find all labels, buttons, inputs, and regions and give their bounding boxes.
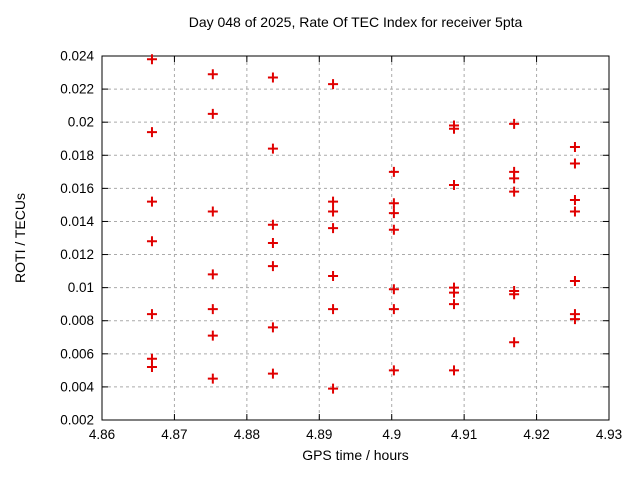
- data-point-marker: [569, 206, 580, 217]
- x-tick-label: 4.86: [89, 427, 115, 442]
- data-point-marker: [569, 142, 580, 152]
- data-point-marker: [328, 271, 339, 282]
- data-point-marker: [146, 362, 157, 373]
- data-point-marker: [449, 299, 460, 310]
- data-point-marker: [267, 143, 278, 154]
- data-point-marker: [388, 365, 399, 376]
- data-point-marker: [267, 368, 278, 379]
- data-point-marker: [509, 186, 520, 197]
- data-point-marker: [388, 304, 399, 315]
- y-tick-label: 0.022: [60, 82, 94, 97]
- x-tick-label: 4.9: [382, 427, 401, 442]
- x-tick-label: 4.93: [596, 427, 622, 442]
- y-tick-label: 0.014: [60, 214, 94, 229]
- data-point-marker: [328, 206, 339, 217]
- data-point-marker: [509, 337, 520, 348]
- data-point-marker: [449, 365, 460, 376]
- data-point-marker: [146, 196, 157, 207]
- plot-border: [101, 55, 610, 421]
- data-point-marker: [267, 237, 278, 248]
- data-point-marker: [207, 69, 218, 80]
- y-tick-label: 0.016: [60, 181, 94, 196]
- data-point-marker: [388, 208, 399, 219]
- y-tick-label: 0.008: [60, 313, 94, 328]
- data-point-marker: [328, 223, 339, 234]
- x-tick-label: 4.91: [451, 427, 477, 442]
- data-point-marker: [328, 383, 339, 394]
- data-point-marker: [509, 289, 520, 300]
- data-point-marker: [569, 158, 580, 169]
- x-tick-label: 4.92: [523, 427, 549, 442]
- data-point-marker: [449, 287, 460, 298]
- x-tick-label: 4.87: [161, 427, 187, 442]
- data-point-marker: [569, 276, 580, 287]
- data-point-marker: [146, 127, 157, 138]
- data-point-marker: [146, 54, 157, 65]
- data-point-marker: [449, 123, 460, 134]
- data-point-marker: [207, 206, 218, 217]
- data-point-marker: [328, 196, 339, 207]
- x-tick-label: 4.88: [234, 427, 260, 442]
- y-tick-label: 0.004: [60, 379, 94, 394]
- data-point-marker: [328, 79, 339, 90]
- data-point-marker: [146, 309, 157, 320]
- data-point-marker: [509, 173, 520, 184]
- data-point-marker: [388, 166, 399, 177]
- data-point-marker: [207, 304, 218, 315]
- data-point-marker: [207, 373, 218, 384]
- data-point-marker: [207, 269, 218, 280]
- y-tick-label: 0.018: [60, 148, 94, 163]
- y-tick-label: 0.002: [60, 413, 94, 428]
- data-point-marker: [388, 284, 399, 295]
- data-point-marker: [449, 180, 460, 191]
- data-point-marker: [267, 322, 278, 333]
- chart-title: Day 048 of 2025, Rate Of TEC Index for r…: [188, 14, 523, 30]
- x-axis-label: GPS time / hours: [302, 447, 409, 463]
- data-point-marker: [146, 236, 157, 247]
- data-point-marker: [509, 118, 520, 129]
- data-point-marker: [328, 304, 339, 315]
- data-point-marker: [388, 224, 399, 235]
- data-point-marker: [207, 108, 218, 119]
- y-tick-label: 0.012: [60, 247, 94, 262]
- data-point-marker: [267, 219, 278, 230]
- data-point-marker: [569, 314, 580, 325]
- y-tick-label: 0.01: [68, 280, 94, 295]
- data-point-marker: [267, 72, 278, 83]
- data-point-marker: [207, 330, 218, 341]
- data-point-marker: [569, 194, 580, 205]
- data-point-marker: [388, 198, 399, 209]
- data-point-marker: [267, 261, 278, 272]
- y-tick-label: 0.006: [60, 346, 94, 361]
- y-tick-label: 0.02: [68, 115, 94, 130]
- y-tick-label: 0.024: [60, 49, 94, 64]
- x-tick-label: 4.89: [306, 427, 332, 442]
